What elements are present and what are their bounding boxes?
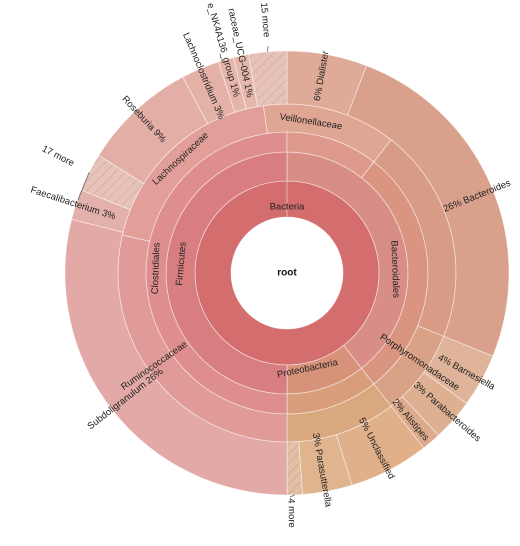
genus-fifteen-more-label: 15 more — [258, 2, 272, 38]
genus-four-more-label: 4 more — [285, 498, 297, 528]
genus-seventeen-more-leader — [77, 172, 90, 201]
order-bacteroidales-label: Bacteroidales — [388, 240, 401, 298]
phylum-firmicutes-label: Firmicutes — [174, 241, 189, 286]
root-label: root — [277, 268, 297, 279]
leader-line-layer — [77, 45, 295, 498]
kingdom-bacteria-label: Bacteria — [270, 202, 306, 213]
root-center-circle[interactable] — [231, 217, 343, 329]
genus-fifteen-more-wedge[interactable] — [247, 50, 288, 108]
wedge-layer — [64, 50, 510, 496]
order-clostridiales-label: Clostridiales — [150, 242, 163, 294]
genus-subdoligranulum-wedge[interactable] — [64, 218, 288, 496]
genus-seventeen-more-label: 17 more — [40, 144, 76, 170]
genus-four-more-leader — [289, 494, 295, 498]
